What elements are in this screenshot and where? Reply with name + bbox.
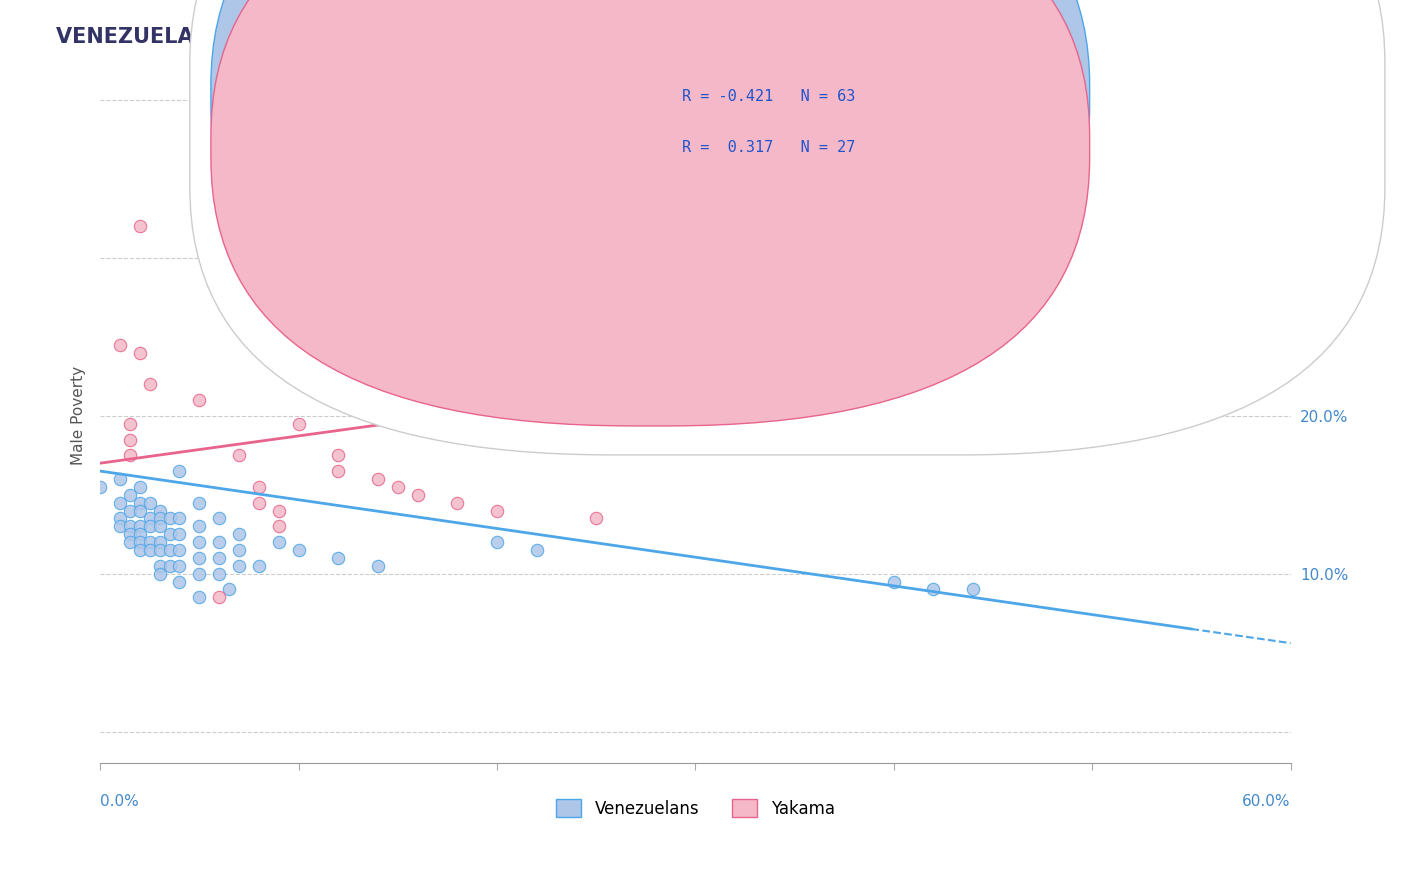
Point: [962, 582, 984, 597]
Point: [228, 558, 250, 573]
Point: [128, 345, 150, 359]
Point: [149, 558, 172, 573]
Point: [128, 519, 150, 533]
Point: [485, 503, 508, 517]
Point: [188, 550, 211, 565]
Point: [169, 464, 191, 478]
Point: [138, 377, 160, 392]
Point: [981, 298, 1004, 312]
Point: [526, 543, 548, 558]
Point: [169, 543, 191, 558]
Point: [188, 535, 211, 549]
Point: [247, 480, 270, 494]
Point: [149, 519, 172, 533]
Point: [128, 535, 150, 549]
Text: ZIPatlas: ZIPatlas: [530, 381, 860, 450]
Point: [128, 480, 150, 494]
Text: VENEZUELAN VS YAKAMA MALE POVERTY CORRELATION CHART: VENEZUELAN VS YAKAMA MALE POVERTY CORREL…: [56, 27, 797, 46]
Point: [169, 527, 191, 541]
Point: [267, 503, 290, 517]
Point: [108, 496, 131, 510]
Point: [118, 527, 141, 541]
Legend: Venezuelans, Yakama: Venezuelans, Yakama: [550, 793, 841, 824]
Point: [188, 392, 211, 407]
Point: [406, 488, 429, 502]
Point: [108, 338, 131, 352]
Point: [138, 496, 160, 510]
Text: R = -0.421   N = 63: R = -0.421 N = 63: [682, 89, 855, 103]
Point: [1081, 338, 1104, 352]
Point: [367, 472, 389, 486]
Point: [118, 488, 141, 502]
Point: [367, 558, 389, 573]
Point: [118, 433, 141, 447]
Point: [287, 543, 309, 558]
Point: [159, 511, 181, 525]
Point: [446, 496, 468, 510]
Point: [149, 535, 172, 549]
Point: [138, 511, 160, 525]
Point: [128, 527, 150, 541]
Point: [138, 535, 160, 549]
Point: [159, 543, 181, 558]
Point: [118, 535, 141, 549]
Text: 0.0%: 0.0%: [100, 794, 139, 809]
Point: [228, 543, 250, 558]
Text: Source: ZipAtlas.com: Source: ZipAtlas.com: [1202, 27, 1350, 41]
Point: [149, 503, 172, 517]
Point: [247, 496, 270, 510]
Point: [218, 582, 240, 597]
Point: [89, 480, 111, 494]
Point: [108, 472, 131, 486]
Point: [387, 480, 409, 494]
Point: [159, 558, 181, 573]
Text: 60.0%: 60.0%: [1241, 794, 1291, 809]
Point: [188, 496, 211, 510]
Point: [128, 543, 150, 558]
Point: [149, 511, 172, 525]
Point: [328, 464, 350, 478]
Point: [208, 591, 231, 605]
Point: [118, 503, 141, 517]
Point: [128, 496, 150, 510]
Point: [287, 330, 309, 344]
Point: [328, 448, 350, 462]
Point: [159, 527, 181, 541]
Point: [208, 550, 231, 565]
Point: [208, 511, 231, 525]
Point: [149, 543, 172, 558]
Point: [188, 519, 211, 533]
Y-axis label: Male Poverty: Male Poverty: [72, 367, 86, 466]
Point: [169, 511, 191, 525]
Point: [108, 511, 131, 525]
Point: [149, 566, 172, 581]
Point: [208, 566, 231, 581]
Point: [138, 543, 160, 558]
Point: [1180, 314, 1202, 328]
Text: R =  0.317   N = 27: R = 0.317 N = 27: [682, 140, 855, 154]
Point: [128, 503, 150, 517]
Point: [169, 574, 191, 589]
Point: [247, 558, 270, 573]
Point: [228, 527, 250, 541]
Point: [188, 591, 211, 605]
Point: [118, 448, 141, 462]
Point: [585, 511, 607, 525]
Point: [267, 535, 290, 549]
Point: [138, 519, 160, 533]
Point: [922, 582, 945, 597]
Point: [267, 519, 290, 533]
Point: [485, 535, 508, 549]
Point: [108, 519, 131, 533]
Point: [118, 417, 141, 431]
Point: [118, 519, 141, 533]
Point: [128, 219, 150, 234]
Point: [328, 550, 350, 565]
Point: [208, 535, 231, 549]
Point: [169, 558, 191, 573]
Point: [228, 448, 250, 462]
Point: [287, 417, 309, 431]
Point: [188, 566, 211, 581]
Point: [883, 574, 905, 589]
